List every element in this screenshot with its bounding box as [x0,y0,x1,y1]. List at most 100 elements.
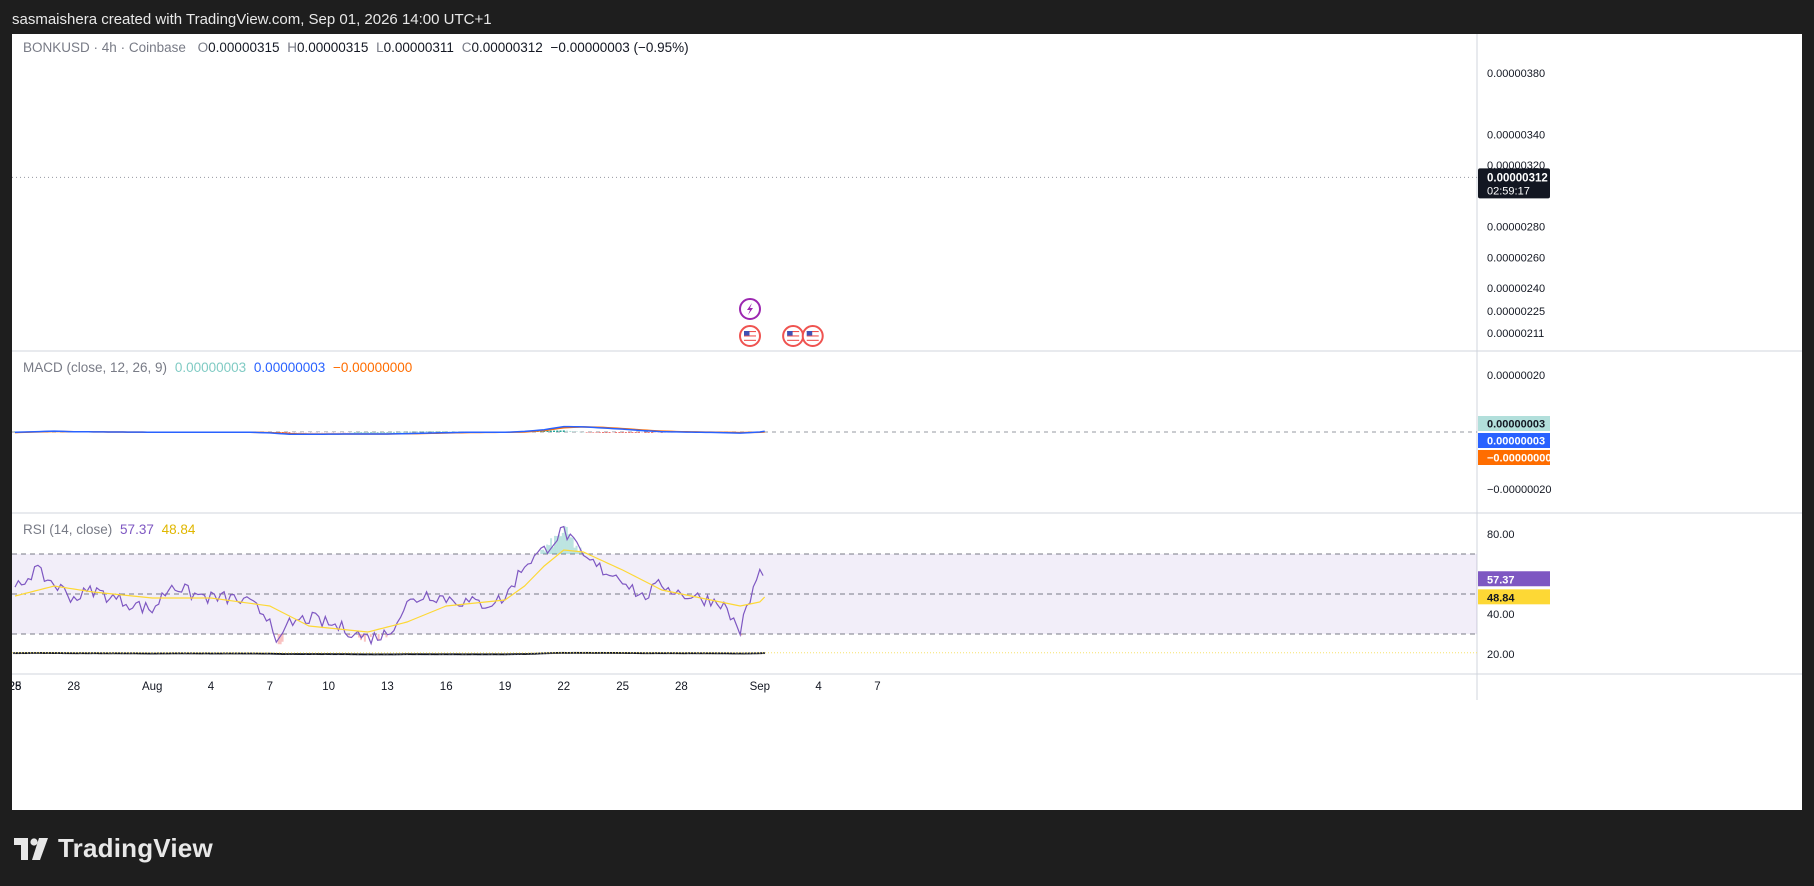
candle-body [637,652,641,655]
candle [477,653,481,656]
macd-histogram-bar [644,432,647,433]
candle-body [267,652,272,655]
macd-histogram-bar [631,432,634,433]
candle-body [705,652,710,655]
candle-body [395,653,399,656]
rsi-value-badge-label: 57.37 [1487,574,1515,586]
high-key: H [287,40,297,55]
symbol-label[interactable]: BONKUSD [23,40,90,55]
macd-histogram-bar [634,432,637,433]
macd-tick-label: −0.00000020 [1487,484,1552,496]
candle-body [75,652,79,655]
candle [104,652,109,655]
rsi-overbought-fill [552,547,555,554]
macd-legend[interactable]: MACD (close, 12, 26, 9) 0.00000003 0.000… [23,360,412,375]
macd-histogram-bar [383,432,386,433]
exchange-label: Coinbase [128,40,186,55]
macd-histogram-bar [432,431,435,433]
macd-value-badge [1478,450,1550,465]
rsi-overbought-fill [561,532,564,554]
us-flag-icon[interactable] [782,325,805,347]
candle-body [65,652,70,655]
rsi-ma-value-badge-label: 48.84 [1487,592,1515,604]
candle [467,653,471,656]
candle [526,653,530,655]
candle [385,653,390,656]
flag-stripe [806,337,819,339]
candle-body [375,653,380,656]
rsi-oversold-fill [281,634,284,642]
macd-histogram-bar [559,430,562,432]
close-value: 0.00000312 [471,40,543,55]
interval-label[interactable]: 4h [101,40,117,55]
price-axis: 0.000003800.000003400.000003200.00000280… [1478,68,1552,661]
chart-area[interactable]: 0.00000380 0.00000340 0.00000320 0.00000280… [12,34,1802,810]
candle [114,652,119,655]
tradingview-logo[interactable]: TradingView [14,833,213,864]
macd-histogram-bar [647,432,650,433]
macd-histogram-bar [370,432,373,433]
rsi-ma-value: 48.84 [161,522,196,537]
macd-histogram-bar [294,432,297,433]
macd-histogram-bar [654,432,657,433]
macd-legend-label[interactable]: MACD (close, 12, 26, 9) [23,360,168,375]
rsi-overbought-fill [571,537,574,554]
flag-stripe [806,331,819,333]
us-flag-icon[interactable] [801,325,824,347]
candle [480,653,484,656]
candle [349,653,354,656]
lightning-icon[interactable] [739,298,761,320]
macd-histogram-bar [605,432,608,433]
price-tick-label: 0.00000240 [1487,283,1545,295]
macd-histogram-bar [308,432,310,433]
candle [196,652,200,655]
candle [483,653,488,656]
rsi-value-badge [1478,571,1550,587]
macd-histogram-bar [657,432,660,433]
candle-body [735,652,739,655]
candle [460,653,465,656]
candle [372,653,377,656]
candle-body [173,652,177,655]
macd-histogram-bar [556,430,559,432]
rsi-overbought-fill [563,526,566,554]
rsi-oversold-fill [348,634,351,636]
rsi-legend[interactable]: RSI (14, close) 57.37 48.84 [23,522,195,537]
macd-histogram-bar [419,431,422,433]
candle [405,653,409,656]
candle-body [408,653,413,656]
macd-histogram-bar [363,432,366,433]
candle [101,652,106,655]
candle [395,653,399,656]
candle [107,652,112,655]
price-legend[interactable]: BONKUSD · 4h · Coinbase O0.00000315 H0.0… [23,40,689,55]
candle [186,652,190,655]
macd-histogram-bar [641,432,644,433]
rsi-overbought-fill [567,534,570,554]
candle [424,653,429,656]
candle-body [369,653,373,656]
rsi-ma-line [14,549,766,633]
price-tick-label: 0.00000340 [1487,129,1545,141]
rsi-overbought-fill [544,551,547,554]
macd-histogram-bar [278,432,281,433]
chart-svg[interactable]: 0.000003800.000003400.000003200.00000280… [12,34,1802,810]
candle [248,652,253,655]
candle-body [709,652,713,655]
candle-body [428,653,432,656]
macd-histogram-bar [281,432,284,433]
candle [365,653,370,656]
time-tick-label: 7 [267,681,273,693]
macd-histogram-bar [637,432,640,433]
rsi-legend-label[interactable]: RSI (14, close) [23,522,113,537]
candle-body [372,653,377,656]
candle [192,652,197,655]
candle-body [512,653,517,656]
candle [741,652,746,655]
candle-body [761,652,765,655]
macd-histogram-bar [357,432,359,433]
candle [486,653,491,656]
us-flag-icon[interactable] [739,325,761,347]
candle [176,652,181,655]
macd-line-value: 0.00000003 [253,360,326,375]
